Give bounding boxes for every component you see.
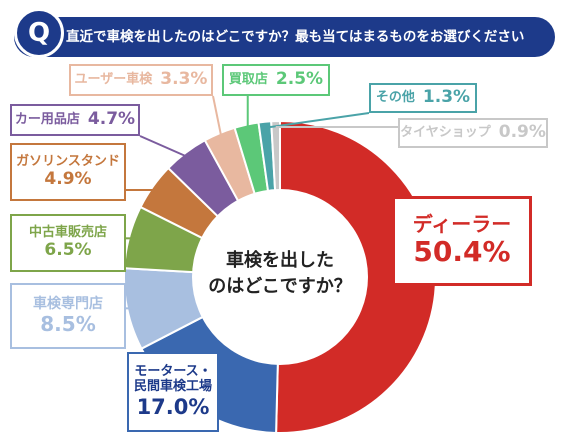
slice-value: 8.5% <box>40 311 96 336</box>
slice-label: その他 <box>375 89 415 105</box>
label-box-3: 中古車販売店 6.5% <box>10 214 126 272</box>
slice-value: 1.3% <box>422 87 471 108</box>
label-box-2: 車検専門店 8.5% <box>10 283 126 349</box>
slice-label: ガソリンスタンド <box>16 153 120 169</box>
slice-label: 中古車販売店 <box>28 224 107 240</box>
slice-value: 2.5% <box>275 69 324 90</box>
slice-value: 4.7% <box>87 109 136 130</box>
center-line-1: 車検を出した <box>226 250 334 271</box>
leader-line-6 <box>212 95 223 139</box>
slice-label: モータース・ 民間車検工場 <box>133 363 212 394</box>
slice-label: タイヤショップ <box>400 124 491 140</box>
question-badge: Q <box>14 8 64 58</box>
center-line-2: のはどこですか？ <box>208 276 352 298</box>
leader-lines <box>126 95 398 310</box>
slice-value: 4.9% <box>44 168 92 189</box>
label-box-1: モータース・ 民間車検工場 17.0% <box>127 352 219 432</box>
slice-label: 買取店 <box>228 71 268 87</box>
label-box-6: ユーザー車検 3.3% <box>69 64 213 96</box>
slice-label: 車検専門店 <box>33 296 103 313</box>
slice-value: 0.9% <box>498 122 546 143</box>
slice-label: カー用品店 <box>14 111 80 127</box>
slice-value: 17.0% <box>136 394 210 419</box>
label-box-4: ガソリンスタンド 4.9% <box>10 143 126 201</box>
label-box-9: タイヤショップ 0.9% <box>398 118 548 148</box>
slice-value: 3.3% <box>160 69 208 90</box>
question-text: 直近で車検を出したのはどこですか？最も当てはまるものをお選びください <box>66 29 525 45</box>
slice-value: 6.5% <box>44 239 92 260</box>
label-box-5: カー用品店 4.7% <box>10 104 140 136</box>
slice-label: ディーラー <box>412 212 512 237</box>
slice-label: ユーザー車検 <box>74 71 153 87</box>
question-bar: Q 直近で車検を出したのはどこですか？最も当てはまるものをお選びください <box>14 8 555 58</box>
leader-line-5 <box>139 135 190 159</box>
label-box-0: ディーラー 50.4% <box>392 196 532 286</box>
slice-value: 50.4% <box>413 235 511 269</box>
leader-line-8 <box>265 112 370 129</box>
donut-hole <box>192 189 368 365</box>
label-box-7: 買取店 2.5% <box>222 64 330 96</box>
label-box-8: その他 1.3% <box>369 83 477 113</box>
chart-center-text: 車検を出した のはどこですか？ <box>192 248 368 300</box>
